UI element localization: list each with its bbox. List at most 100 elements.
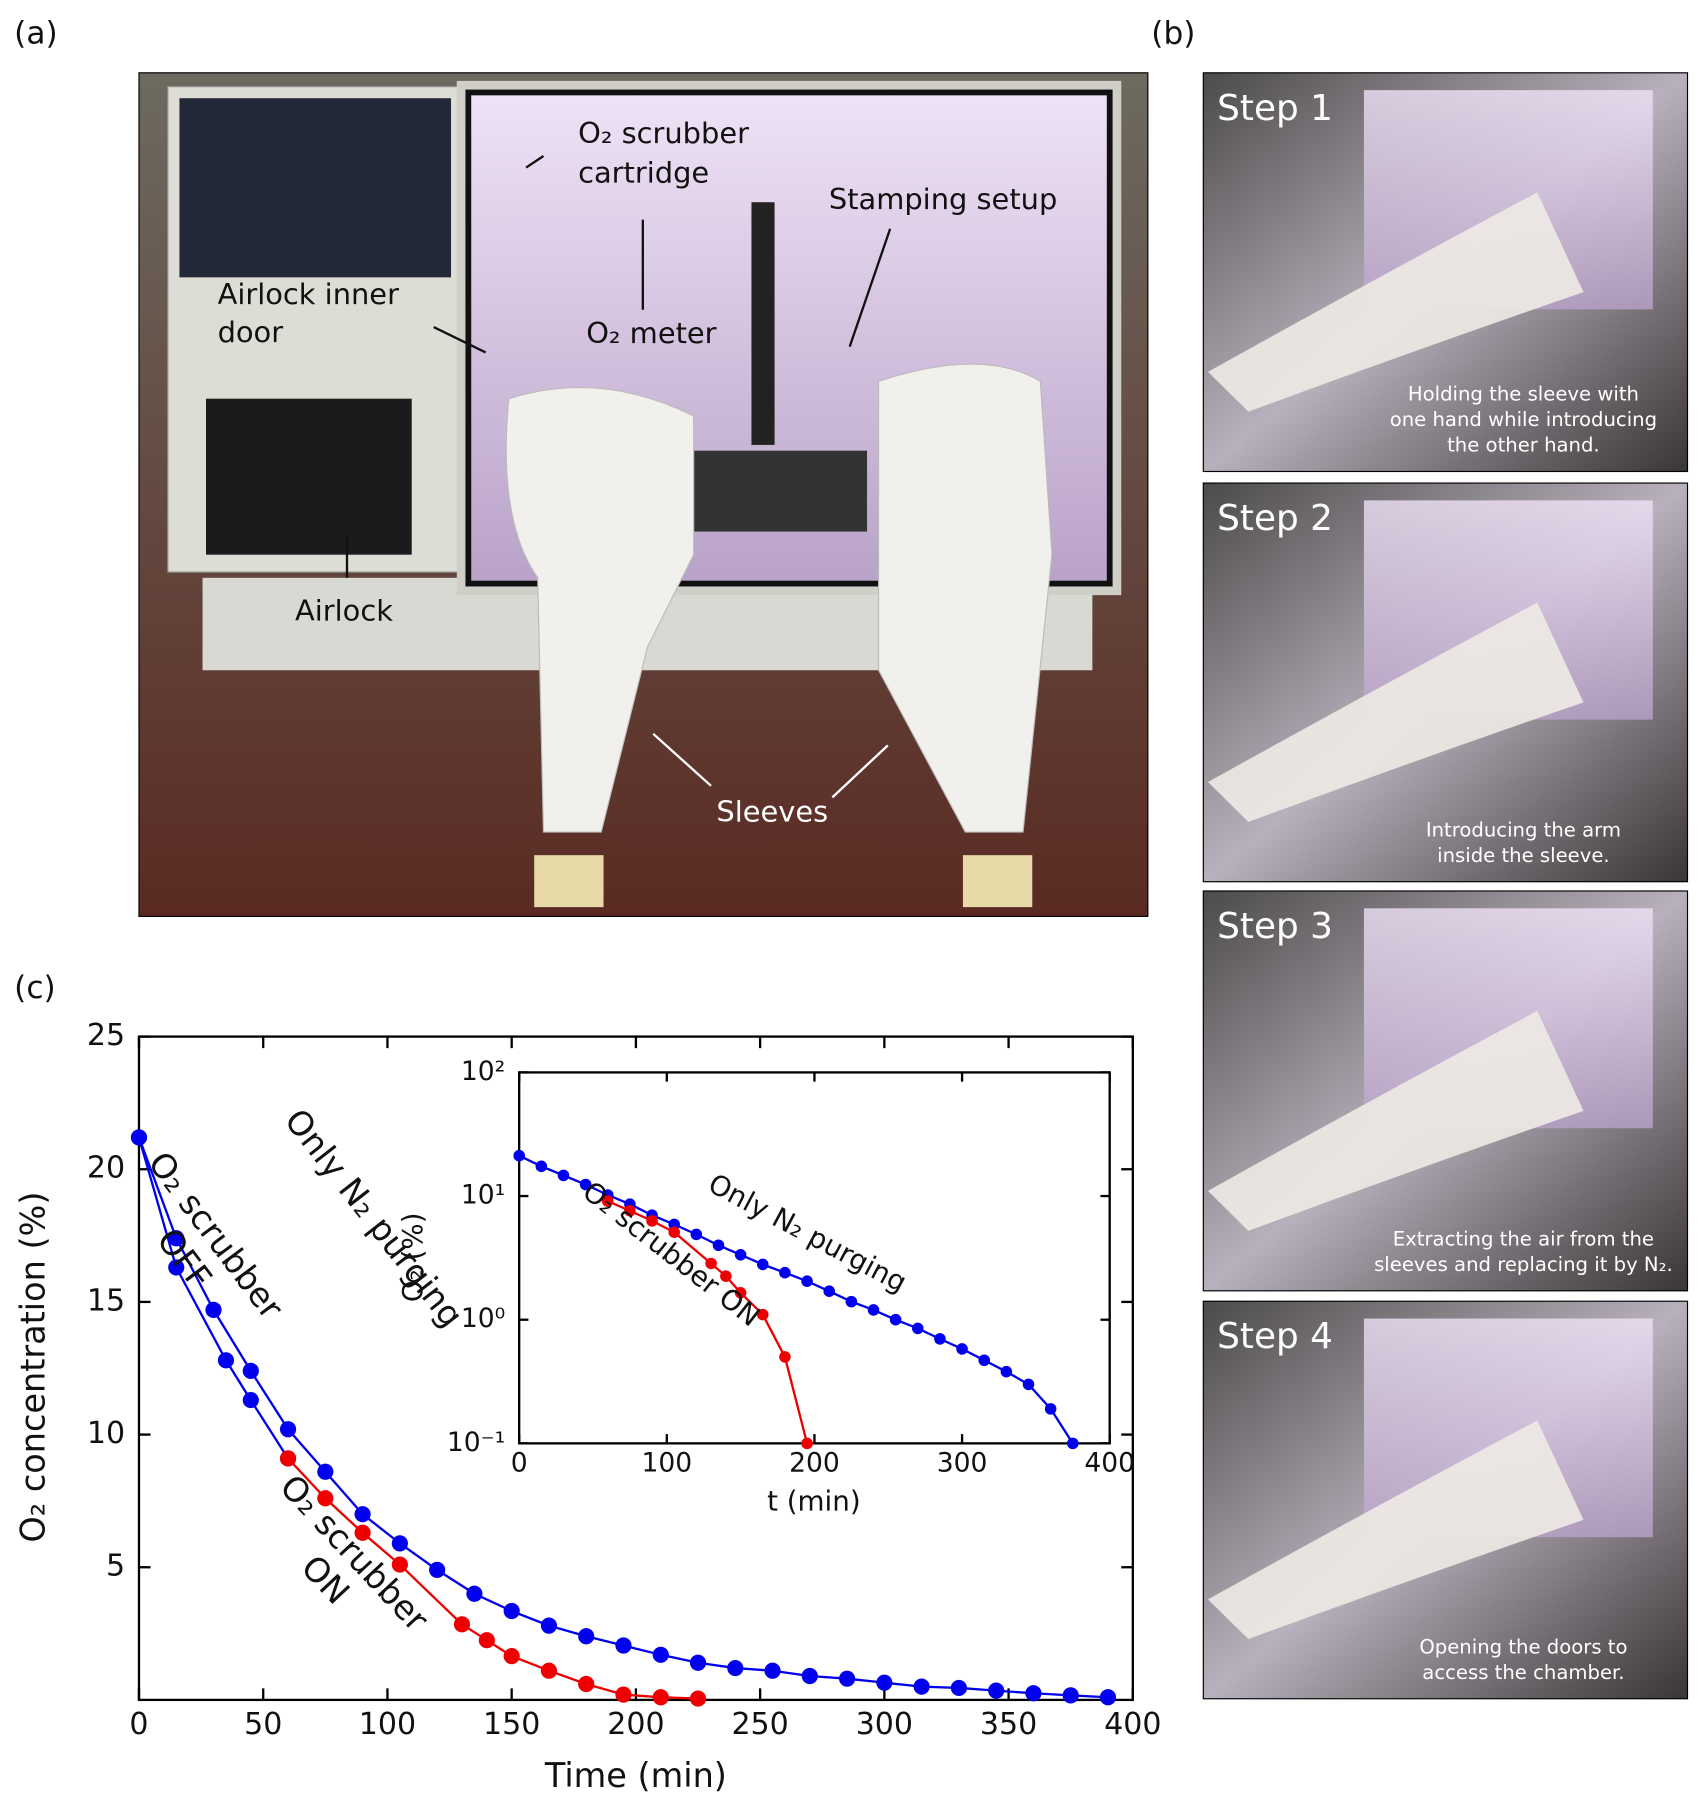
data-point bbox=[503, 1648, 520, 1665]
y-tick-label: 10⁰ bbox=[461, 1303, 505, 1334]
photo-caption: Holding the sleeve with bbox=[1408, 383, 1639, 406]
data-point bbox=[1067, 1437, 1079, 1450]
photo-caption: the other hand. bbox=[1447, 434, 1600, 457]
x-tick-label: 300 bbox=[856, 1707, 913, 1742]
data-point bbox=[734, 1287, 747, 1299]
data-point bbox=[478, 1632, 495, 1649]
y-tick-label: 10² bbox=[461, 1056, 505, 1087]
data-point bbox=[950, 1679, 967, 1697]
data-point bbox=[503, 1602, 520, 1620]
photo-label: O₂ meter bbox=[586, 316, 716, 350]
y-tick-label: 15 bbox=[87, 1283, 125, 1318]
panel-label: (a) bbox=[14, 16, 57, 52]
plot-area bbox=[518, 1071, 1111, 1445]
data-point bbox=[168, 1230, 185, 1247]
x-tick-label: 100 bbox=[359, 1707, 416, 1742]
data-point bbox=[689, 1690, 707, 1707]
data-point bbox=[1062, 1687, 1079, 1704]
data-point bbox=[578, 1628, 595, 1645]
data-point bbox=[801, 1667, 818, 1685]
data-point bbox=[720, 1270, 732, 1282]
data-point bbox=[867, 1304, 880, 1316]
photo-label: O₂ scrubber bbox=[578, 116, 749, 150]
photo-caption: one hand while introducing bbox=[1390, 408, 1657, 431]
data-point bbox=[652, 1646, 669, 1663]
data-point bbox=[1022, 1378, 1035, 1391]
step-label: Step 1 bbox=[1217, 88, 1333, 129]
data-point bbox=[712, 1239, 725, 1252]
data-point bbox=[934, 1333, 946, 1345]
photo-caption: Opening the doors to bbox=[1419, 1635, 1627, 1658]
data-point bbox=[130, 1129, 148, 1146]
y-axis-label: O₂ concentration (%) bbox=[13, 1192, 52, 1543]
data-point bbox=[1000, 1365, 1013, 1378]
data-point bbox=[1044, 1403, 1057, 1415]
data-point bbox=[956, 1343, 968, 1355]
data-point bbox=[756, 1308, 769, 1321]
data-point bbox=[453, 1616, 471, 1633]
data-point bbox=[540, 1617, 558, 1634]
data-point bbox=[779, 1351, 791, 1363]
data-point bbox=[876, 1674, 893, 1691]
pointer-lines bbox=[345, 155, 892, 578]
photo-caption: Introducing the arm bbox=[1426, 818, 1621, 841]
data-point bbox=[652, 1689, 669, 1706]
x-tick-label: 250 bbox=[731, 1707, 788, 1742]
sleeve bbox=[1207, 192, 1584, 412]
data-point bbox=[578, 1675, 595, 1693]
data-point bbox=[391, 1556, 408, 1573]
data-point bbox=[705, 1257, 717, 1270]
photo-label: door bbox=[218, 315, 284, 349]
photo-caption: inside the sleeve. bbox=[1437, 844, 1610, 867]
data-point bbox=[317, 1490, 334, 1507]
sleeve bbox=[1207, 1420, 1584, 1640]
data-point bbox=[912, 1322, 924, 1335]
data-point bbox=[466, 1585, 483, 1602]
data-point bbox=[601, 1195, 614, 1207]
data-point bbox=[242, 1391, 259, 1409]
photo-label: Sleeves bbox=[716, 795, 828, 829]
x-tick-label: 150 bbox=[483, 1707, 540, 1742]
data-point bbox=[646, 1215, 658, 1227]
airlock-window bbox=[206, 398, 412, 555]
data-point bbox=[391, 1535, 408, 1552]
data-point bbox=[978, 1354, 990, 1367]
y-tick-label: 10¹ bbox=[461, 1180, 505, 1211]
x-tick-label: 0 bbox=[129, 1707, 148, 1742]
sleeve bbox=[1207, 1010, 1584, 1231]
data-point bbox=[1025, 1685, 1042, 1702]
panel-label: (b) bbox=[1151, 16, 1195, 52]
data-point bbox=[690, 1228, 703, 1241]
photo-caption: access the chamber. bbox=[1422, 1661, 1624, 1684]
data-point bbox=[756, 1258, 769, 1271]
photo-a: O₂ scrubber cartridge Stamping setup Air… bbox=[138, 72, 1149, 917]
chart-c: 0 50 100 150 200 250 300 350 400 5 10 15 20 25 Time (m… bbox=[13, 1018, 1161, 1795]
photo-caption: Extracting the air from the bbox=[1393, 1227, 1654, 1250]
data-point bbox=[615, 1686, 632, 1703]
data-point bbox=[354, 1524, 371, 1541]
x-axis-label: t (min) bbox=[767, 1484, 861, 1517]
data-point bbox=[838, 1670, 856, 1687]
photo-label: Airlock inner bbox=[218, 277, 399, 311]
y-tick-label: 20 bbox=[87, 1151, 125, 1186]
y-tick-label: 10 bbox=[87, 1416, 125, 1451]
x-tick-label: 200 bbox=[789, 1448, 840, 1479]
microscope bbox=[751, 202, 775, 445]
sleeve-end bbox=[534, 855, 604, 908]
data-point bbox=[689, 1654, 707, 1671]
data-point bbox=[168, 1259, 185, 1276]
data-point bbox=[279, 1421, 297, 1438]
data-point bbox=[764, 1662, 781, 1679]
data-point bbox=[429, 1561, 446, 1578]
y-tick-label: 25 bbox=[87, 1018, 125, 1053]
sleeve bbox=[878, 363, 1053, 833]
data-point bbox=[615, 1637, 632, 1654]
x-tick-label: 300 bbox=[937, 1448, 988, 1479]
data-point bbox=[242, 1362, 259, 1379]
stage bbox=[693, 450, 868, 532]
data-point bbox=[801, 1437, 813, 1450]
sleeve bbox=[505, 387, 695, 833]
